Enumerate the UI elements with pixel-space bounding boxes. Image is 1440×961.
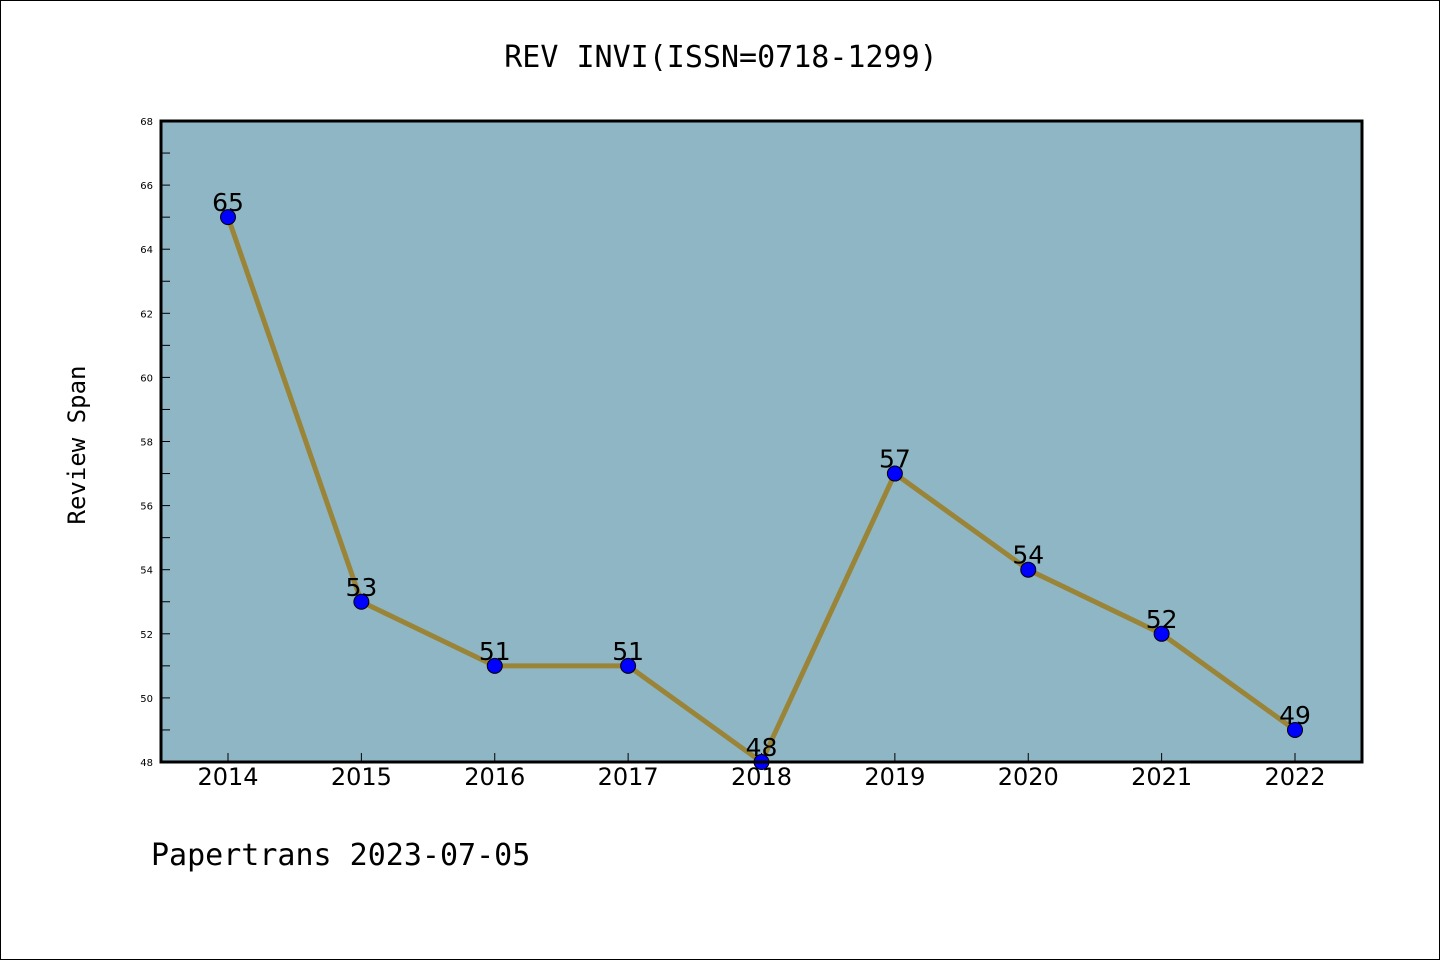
y-tick-label: 52 [140, 630, 153, 641]
data-point [220, 209, 236, 226]
y-axis: 48 50 52 54 56 58 60 62 64 66 68 [140, 117, 170, 769]
data-point [486, 657, 503, 674]
x-tick-label: 2017 [598, 763, 659, 791]
data-label: 48 [746, 733, 778, 762]
data-point [620, 657, 637, 674]
x-tick-label: 2019 [864, 763, 925, 791]
data-label: 49 [1279, 701, 1311, 730]
y-tick-label: 60 [140, 373, 153, 384]
plot-border [159, 119, 1364, 764]
x-axis: 2014 2015 2016 2017 2018 2019 2020 2021 2022 [197, 753, 1326, 791]
y-tick-label: 66 [140, 181, 153, 192]
y-tick-label: 48 [140, 758, 153, 769]
data-label: 65 [212, 188, 244, 217]
data-point [1287, 721, 1303, 738]
plot-area [161, 121, 1362, 762]
x-tick-label: 2016 [464, 763, 525, 791]
x-tick-label: 2015 [331, 763, 392, 791]
data-label: 51 [612, 637, 644, 666]
data-labels: 65 53 51 51 48 57 54 52 49 [212, 188, 1311, 762]
data-label: 51 [479, 637, 511, 666]
y-tick-label: 62 [140, 309, 153, 320]
y-tick-label: 50 [140, 694, 153, 705]
data-point [1020, 561, 1037, 578]
y-tick-label: 64 [140, 245, 153, 256]
data-label: 54 [1012, 541, 1044, 570]
y-tick-label: 56 [140, 502, 153, 513]
data-label: 53 [345, 573, 377, 602]
y-axis-label: Review Span [63, 366, 91, 525]
y-tick-label: 58 [140, 438, 153, 449]
y-tick-label: 68 [140, 117, 153, 128]
data-label: 57 [879, 445, 911, 474]
x-tick-label: 2020 [998, 763, 1059, 791]
x-tick-label: 2014 [197, 763, 258, 791]
data-point [1153, 625, 1170, 642]
y-tick-label: 54 [140, 566, 153, 577]
x-tick-label: 2022 [1264, 763, 1325, 791]
data-point [886, 465, 903, 482]
chart-title: REV INVI(ISSN=0718-1299) [504, 40, 937, 75]
footer-credit: Papertrans 2023-07-05 [151, 838, 530, 873]
data-label: 52 [1146, 605, 1178, 634]
x-tick-label: 2021 [1131, 763, 1192, 791]
data-point [353, 593, 370, 610]
